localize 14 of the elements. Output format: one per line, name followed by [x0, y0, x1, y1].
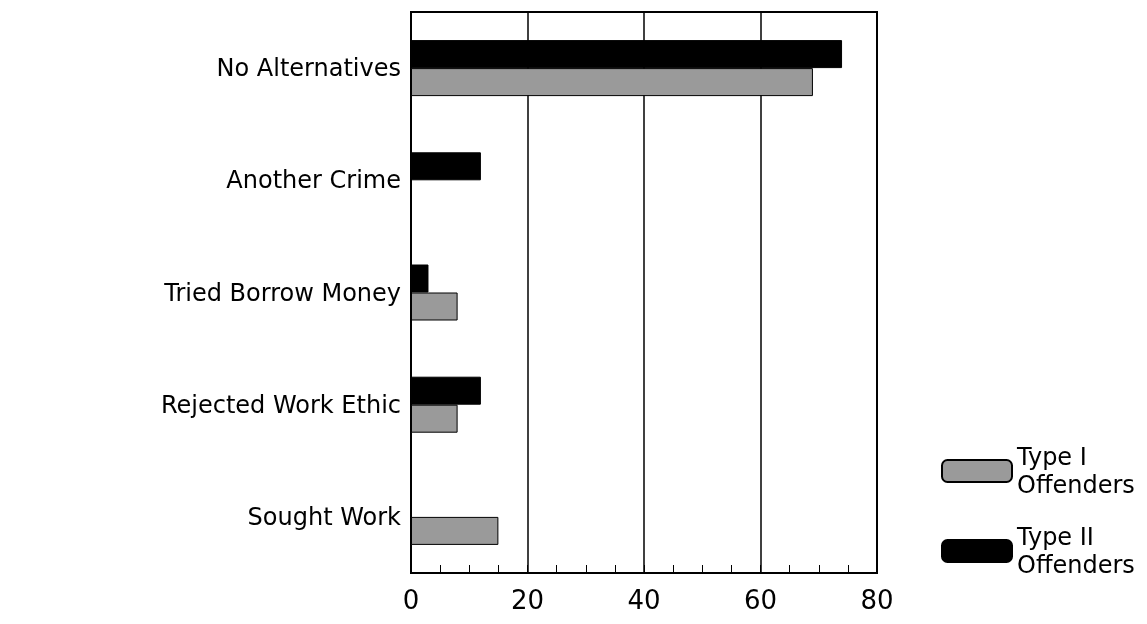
y-tick-label: Tried Borrow Money: [163, 278, 401, 307]
x-tick-label: 20: [510, 585, 545, 615]
y-tick-label: Rejected Work Ethic: [160, 390, 401, 419]
legend-label: Type I Offenders: [1016, 443, 1135, 499]
bar: [411, 516, 499, 545]
x-tick-label: 60: [743, 585, 778, 615]
legend-label: Type II Offenders: [1016, 523, 1135, 579]
x-tick-label: 80: [860, 585, 894, 615]
y-tick-label: No Alternatives: [216, 54, 401, 83]
x-tick-label: 0: [402, 585, 420, 615]
y-tick-label: Sought Work: [247, 502, 402, 531]
bar: [411, 152, 481, 181]
y-tick-label: Another Crime: [226, 166, 401, 195]
x-tick-label: 40: [627, 585, 661, 615]
